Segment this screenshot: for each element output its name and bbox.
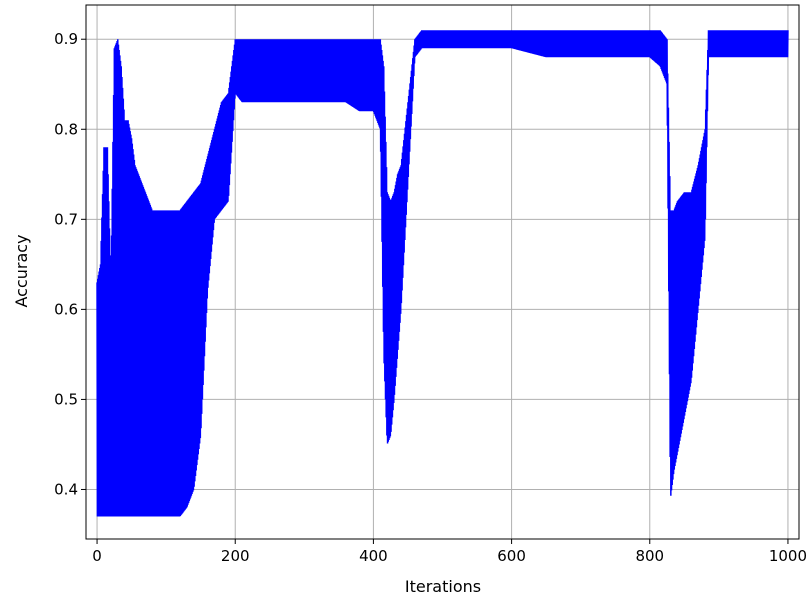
x-tick-label: 600: [497, 547, 526, 565]
y-tick-label: 0.8: [54, 120, 78, 138]
y-tick-label: 0.9: [54, 30, 78, 48]
y-tick-label: 0.5: [54, 390, 78, 408]
x-tick-label: 400: [359, 547, 388, 565]
y-axis-label: Accuracy: [12, 234, 31, 307]
x-tick-label: 0: [92, 547, 102, 565]
frame-layer: [85, 4, 800, 540]
x-tick-label: 200: [221, 547, 250, 565]
series-line: [96, 30, 789, 517]
tick-layer: 0 200 400 600 800 1000 0.4 0.5 0.6 0.7 0.8 0.9: [54, 30, 807, 565]
y-tick-label: 0.7: [54, 210, 78, 228]
y-tick-label: 0.4: [54, 480, 78, 498]
y-tick-label: 0.6: [54, 300, 78, 318]
x-tick-label: 800: [635, 547, 664, 565]
plot-layer: [96, 30, 789, 517]
plot-frame: [85, 4, 800, 540]
x-tick-label: 1000: [769, 547, 807, 565]
x-axis-label: Iterations: [405, 577, 481, 596]
